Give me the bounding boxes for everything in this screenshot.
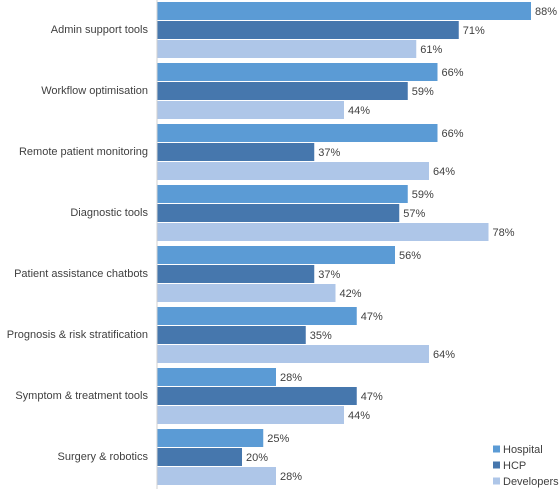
legend-swatch <box>493 445 500 453</box>
legend-label: HCP <box>503 460 526 472</box>
bar <box>157 40 417 58</box>
category-label: Surgery & robotics <box>58 451 149 463</box>
bar <box>157 204 400 222</box>
bar <box>157 2 531 20</box>
bar <box>157 368 276 386</box>
bar <box>157 124 438 142</box>
value-label: 44% <box>348 410 370 422</box>
bar <box>157 406 344 424</box>
category-label: Diagnostic tools <box>70 207 148 219</box>
bar <box>157 265 315 283</box>
value-label: 66% <box>442 67 464 79</box>
value-label: 66% <box>442 128 464 140</box>
bar <box>157 63 438 81</box>
category-label: Admin support tools <box>51 24 149 36</box>
value-label: 57% <box>403 208 425 220</box>
category-label: Workflow optimisation <box>41 85 148 97</box>
bar <box>157 467 276 485</box>
bar <box>157 223 489 241</box>
bar <box>157 246 395 264</box>
bar <box>157 284 336 302</box>
value-label: 61% <box>420 44 442 56</box>
value-label: 64% <box>433 166 455 178</box>
bar <box>157 143 315 161</box>
bar <box>157 345 429 363</box>
bar <box>157 101 344 119</box>
value-label: 37% <box>318 147 340 159</box>
legend-swatch <box>493 461 500 469</box>
category-label: Symptom & treatment tools <box>15 390 148 402</box>
bar <box>157 82 408 100</box>
bar <box>157 185 408 203</box>
legend-label: Developers <box>503 476 559 488</box>
value-label: 25% <box>267 433 289 445</box>
value-label: 47% <box>361 311 383 323</box>
value-label: 47% <box>361 391 383 403</box>
value-label: 42% <box>340 288 362 300</box>
legend-swatch <box>493 477 500 485</box>
bar <box>157 429 264 447</box>
value-label: 28% <box>280 372 302 384</box>
value-label: 78% <box>493 227 515 239</box>
category-label: Prognosis & risk stratification <box>7 329 148 341</box>
value-label: 88% <box>535 6 557 18</box>
value-label: 59% <box>412 86 434 98</box>
bar <box>157 387 357 405</box>
bar <box>157 326 306 344</box>
value-label: 35% <box>310 330 332 342</box>
value-label: 59% <box>412 189 434 201</box>
bar <box>157 307 357 325</box>
value-label: 71% <box>463 25 485 37</box>
legend-label: Hospital <box>503 444 543 456</box>
category-label: Patient assistance chatbots <box>14 268 148 280</box>
bar <box>157 162 429 180</box>
value-label: 56% <box>399 250 421 262</box>
bar <box>157 448 242 466</box>
value-label: 20% <box>246 452 268 464</box>
bar <box>157 21 459 39</box>
category-label: Remote patient monitoring <box>19 146 148 158</box>
value-label: 37% <box>318 269 340 281</box>
value-label: 28% <box>280 471 302 483</box>
value-label: 44% <box>348 105 370 117</box>
value-label: 64% <box>433 349 455 361</box>
